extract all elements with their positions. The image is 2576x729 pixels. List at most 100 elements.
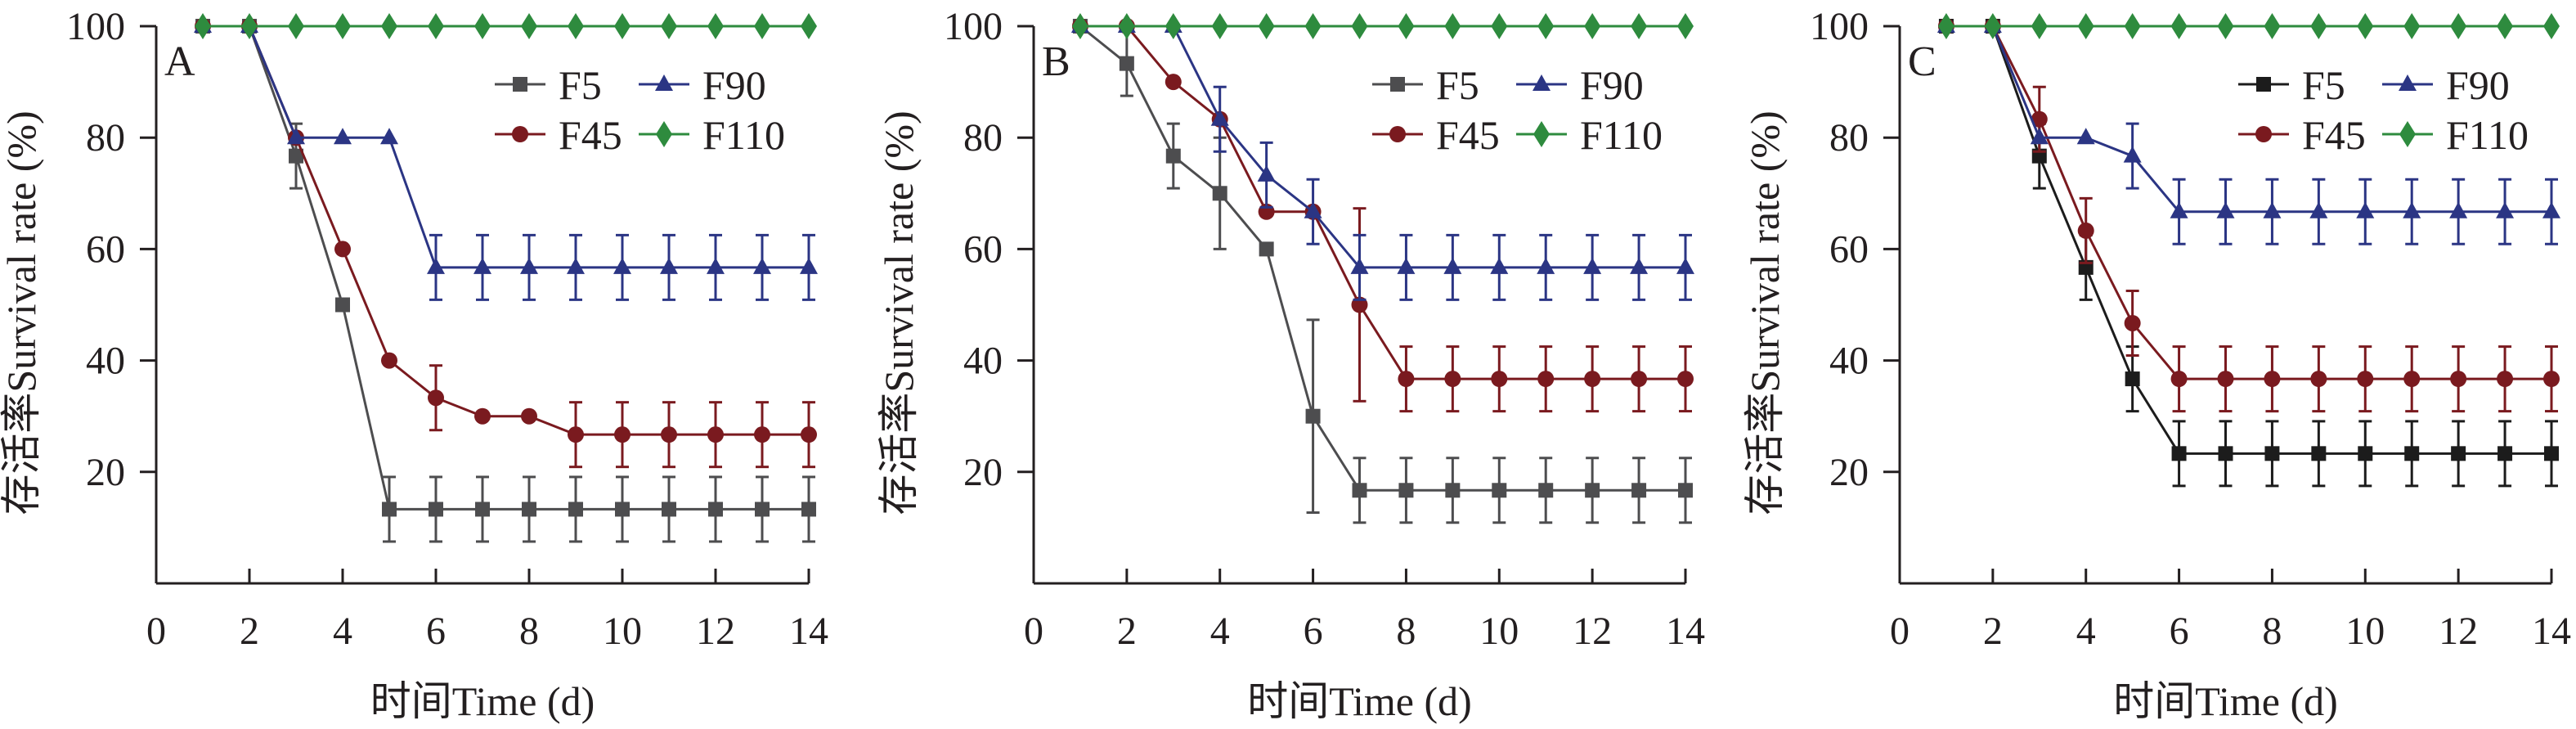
data-point (613, 257, 631, 274)
data-point (614, 13, 631, 39)
data-point (2403, 201, 2421, 218)
data-point (661, 426, 677, 443)
data-point (2264, 371, 2281, 388)
panel-label: C (1908, 38, 1936, 85)
data-point (1677, 371, 1694, 388)
data-point (1165, 74, 1182, 91)
legend-marker-diamond-icon (1533, 121, 1550, 147)
data-point (661, 13, 677, 39)
data-point (1351, 13, 1368, 39)
y-tick-label: 80 (963, 116, 1003, 160)
data-point (801, 13, 817, 39)
data-point (1677, 13, 1694, 39)
chart-panel-a: 20 40 60 80 100 0 2 4 6 8 10 12 14 时间Time (d) 存活率Survi… (0, 5, 828, 724)
legend-item-f110: F110 (2382, 112, 2529, 158)
data-point (1165, 148, 1181, 164)
data-point (1631, 371, 1648, 388)
data-point (241, 13, 258, 39)
data-point (2264, 13, 2281, 39)
data-point (1937, 13, 1954, 39)
legend-marker-diamond-icon (656, 121, 672, 147)
data-point (2264, 446, 2280, 461)
y-tick-label: 100 (1810, 5, 1869, 48)
data-point (1259, 241, 1274, 257)
data-point (473, 257, 491, 274)
data-point (1350, 257, 1369, 274)
data-point (2449, 201, 2468, 218)
data-point (474, 13, 491, 39)
data-point (2031, 110, 2048, 128)
legend-item-f45: F45 (495, 112, 622, 158)
x-tick-label: 2 (240, 610, 259, 653)
data-point (428, 389, 444, 407)
series-f90 (1070, 16, 1694, 301)
data-point (1676, 257, 1694, 274)
data-point (334, 13, 351, 39)
data-point (1212, 186, 1227, 201)
legend-marker-circle-icon (1389, 126, 1406, 142)
data-point (521, 13, 537, 39)
legend-label: F110 (2446, 112, 2529, 158)
data-point (289, 148, 303, 164)
y-tick-label: 60 (1829, 227, 1869, 271)
data-point (334, 128, 352, 145)
data-point (1443, 257, 1462, 274)
x-tick-label: 0 (1890, 610, 1910, 653)
data-point (288, 13, 304, 39)
data-point (2217, 371, 2234, 388)
data-point (2217, 13, 2234, 39)
series-f110 (195, 13, 817, 39)
data-point (660, 257, 678, 274)
data-point (1492, 483, 1507, 498)
data-point (568, 13, 584, 39)
legend-label: F5 (2302, 62, 2345, 108)
x-tick-label: 14 (789, 610, 828, 653)
data-point (2310, 371, 2327, 388)
data-point (2125, 371, 2140, 387)
data-point (2542, 201, 2560, 218)
data-point (335, 297, 350, 313)
data-point (2218, 446, 2233, 461)
x-tick-label: 4 (1210, 610, 1230, 653)
data-point (427, 257, 445, 274)
data-point (568, 426, 584, 443)
legend-item-f5: F5 (495, 62, 602, 108)
data-point (2497, 371, 2514, 388)
series-line (1945, 25, 2551, 214)
x-axis-title: 时间Time (d) (1247, 678, 1472, 724)
data-point (1304, 13, 1322, 39)
data-point (1984, 13, 2001, 39)
data-point (1258, 13, 1275, 39)
legend: F5 F90 F45 F110 (2238, 62, 2529, 158)
data-point (2358, 446, 2373, 461)
series-line (203, 25, 809, 269)
data-point (2497, 13, 2514, 39)
x-tick-label: 14 (1666, 610, 1705, 653)
x-tick-label: 2 (1983, 610, 2003, 653)
data-point (381, 352, 397, 369)
legend-marker-triangle-icon (655, 74, 673, 91)
data-point (2497, 446, 2513, 461)
data-point (475, 502, 490, 517)
chart-panel-b: 20 40 60 80 100 0 2 4 6 8 10 12 14 时间Time (d) 存活率Survi… (876, 5, 1705, 724)
legend-marker-square-icon (513, 77, 527, 92)
data-point (1584, 13, 1601, 39)
x-tick-label: 6 (426, 610, 446, 653)
data-point (2357, 371, 2374, 388)
data-point (2356, 201, 2375, 218)
data-point (2403, 371, 2421, 388)
data-point (801, 502, 816, 517)
data-point (567, 257, 585, 274)
legend-item-f90: F90 (2382, 62, 2510, 108)
x-tick-label: 4 (2076, 610, 2096, 653)
data-point (2403, 13, 2421, 39)
panel-label: A (164, 38, 195, 85)
legend-label: F110 (1580, 112, 1663, 158)
data-point (428, 13, 444, 39)
data-point (522, 502, 536, 517)
data-point (568, 502, 583, 517)
data-point (1584, 371, 1601, 388)
y-axis-title: 存活率Survival rate (%) (0, 110, 44, 515)
data-point (708, 502, 723, 517)
